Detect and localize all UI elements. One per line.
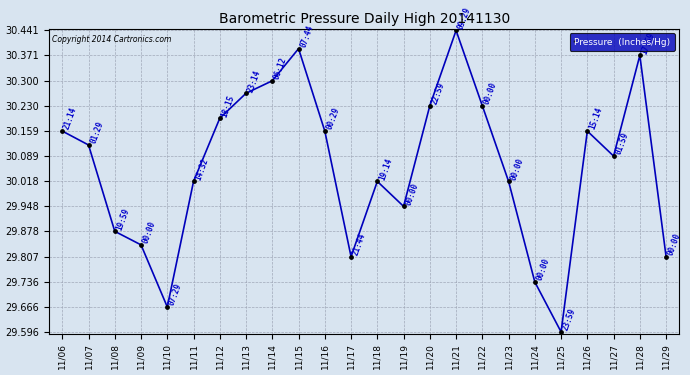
Point [555, 329, 566, 335]
Text: 00:00: 00:00 [509, 157, 525, 182]
Point [372, 178, 383, 184]
Point [451, 27, 462, 33]
Point [608, 153, 619, 159]
Text: 00:00: 00:00 [535, 257, 551, 282]
Text: Copyright 2014 Cartronics.com: Copyright 2014 Cartronics.com [52, 35, 172, 44]
Point [109, 228, 120, 234]
Text: 01:59: 01:59 [613, 131, 630, 156]
Point [161, 304, 172, 310]
Text: 00:29: 00:29 [325, 106, 341, 131]
Text: 00:00: 00:00 [482, 81, 499, 106]
Point [529, 279, 540, 285]
Point [582, 128, 593, 134]
Point [57, 128, 68, 134]
Point [477, 103, 488, 109]
Text: 17:59: 17:59 [640, 31, 656, 56]
Point [188, 178, 199, 184]
Text: 00:00: 00:00 [666, 232, 682, 256]
Text: 07:44: 07:44 [299, 24, 315, 49]
Point [267, 78, 278, 84]
Text: 07:29: 07:29 [167, 282, 184, 307]
Point [83, 142, 94, 148]
Point [660, 254, 671, 260]
Text: 23:59: 23:59 [561, 307, 578, 332]
Text: 19:59: 19:59 [115, 207, 131, 231]
Point [319, 128, 331, 134]
Point [424, 103, 435, 109]
Point [135, 242, 146, 248]
Text: 22:59: 22:59 [430, 81, 446, 106]
Text: 19:14: 19:14 [377, 157, 394, 182]
Text: 18:15: 18:15 [220, 93, 236, 118]
Legend: Pressure  (Inches/Hg): Pressure (Inches/Hg) [569, 33, 675, 51]
Text: 09:29: 09:29 [456, 6, 473, 30]
Text: 15:14: 15:14 [587, 106, 604, 131]
Point [241, 90, 252, 96]
Point [398, 203, 409, 209]
Point [503, 178, 514, 184]
Point [634, 53, 645, 58]
Text: 01:29: 01:29 [88, 120, 105, 145]
Text: 00:00: 00:00 [141, 220, 157, 245]
Text: 00:00: 00:00 [404, 182, 420, 206]
Text: 21:44: 21:44 [351, 232, 368, 256]
Text: 14:32: 14:32 [193, 157, 210, 182]
Text: 21:14: 21:14 [62, 106, 79, 131]
Point [346, 254, 357, 260]
Text: 06:12: 06:12 [273, 56, 288, 81]
Title: Barometric Pressure Daily High 20141130: Barometric Pressure Daily High 20141130 [219, 12, 510, 26]
Text: 23:14: 23:14 [246, 69, 262, 93]
Point [293, 46, 304, 52]
Point [215, 115, 226, 121]
